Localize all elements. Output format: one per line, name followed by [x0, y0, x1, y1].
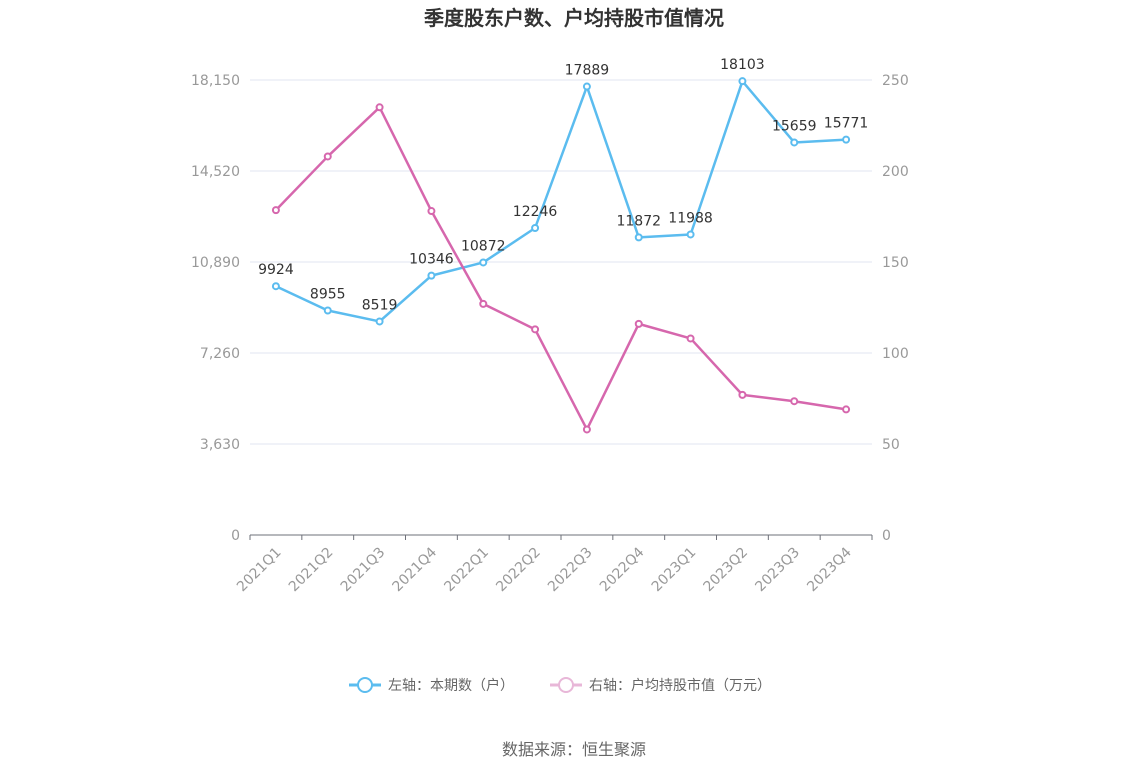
data-label: 9924 [258, 262, 294, 278]
x-tick-label: 2022Q3 [545, 544, 596, 595]
left-tick-label: 14,520 [191, 164, 240, 180]
right-tick-label: 250 [882, 73, 909, 89]
legend-label-left-series: 左轴：本期数（户） [388, 677, 514, 694]
data-point [842, 135, 851, 144]
x-tick-label: 2021Q3 [338, 544, 389, 595]
x-tick-label: 2022Q1 [441, 544, 492, 595]
x-tick-label: 2023Q2 [701, 544, 752, 595]
right-tick-label: 100 [882, 346, 909, 362]
left-tick-label: 7,260 [200, 346, 240, 362]
legend: 左轴：本期数（户） 右轴：户均持股市值（万元） [349, 677, 771, 694]
x-tick-label: 2021Q4 [390, 544, 441, 595]
data-label: 10872 [461, 238, 506, 254]
legend-item-left-series[interactable]: 左轴：本期数（户） [349, 677, 514, 694]
data-point [323, 152, 332, 161]
data-point [479, 258, 488, 267]
data-point [531, 325, 540, 334]
data-point [375, 103, 384, 112]
right-tick-label: 0 [882, 528, 891, 544]
right-axis: 0 50 100 150 200 250 [882, 73, 909, 544]
grid-lines [250, 79, 872, 445]
data-label: 15659 [772, 118, 817, 134]
x-tick-label: 2021Q1 [234, 544, 285, 595]
left-axis: 0 3,630 7,260 10,890 14,520 18,150 [191, 73, 240, 544]
x-tick-label: 2023Q4 [804, 544, 855, 595]
series-layer: 9924 8955 8519 10346 10872 12246 17889 11872 119… [258, 57, 869, 434]
series-right [271, 103, 851, 434]
data-label: 15771 [824, 116, 869, 132]
left-tick-label: 3,630 [200, 437, 240, 453]
left-tick-label: 18,150 [191, 73, 240, 89]
data-label: 8955 [310, 287, 346, 303]
x-tick-label: 2023Q1 [649, 544, 700, 595]
data-point [842, 405, 851, 414]
right-tick-label: 150 [882, 255, 909, 271]
legend-item-right-series[interactable]: 右轴：户均持股市值（万元） [550, 677, 771, 694]
data-point [582, 82, 591, 91]
data-point [790, 397, 799, 406]
series-line-left [275, 79, 847, 323]
x-axis: 2021Q1 2021Q2 2021Q3 2021Q4 2022Q1 2022Q2 2022… [234, 534, 873, 595]
right-tick-label: 200 [882, 164, 909, 180]
data-point [634, 319, 643, 328]
chart-title: 季度股东户数、户均持股市值情况 [423, 6, 724, 30]
data-point [738, 77, 747, 86]
data-label: 10346 [409, 252, 454, 268]
data-point [686, 230, 695, 239]
data-point [634, 233, 643, 242]
data-label: 8519 [362, 297, 398, 313]
data-point [427, 207, 436, 216]
data-point [686, 334, 695, 343]
data-point [271, 282, 280, 291]
x-tick-label: 2021Q2 [286, 544, 337, 595]
data-point [479, 299, 488, 308]
data-point [790, 138, 799, 147]
right-tick-label: 50 [882, 437, 900, 453]
left-tick-label: 10,890 [191, 255, 240, 271]
data-point [582, 425, 591, 434]
x-tick-label: 2022Q2 [493, 544, 544, 595]
series-line-right [275, 106, 847, 431]
data-point [375, 317, 384, 326]
data-point [531, 224, 540, 233]
legend-label-right-series: 右轴：户均持股市值（万元） [589, 677, 771, 694]
data-point [427, 271, 436, 280]
series-left: 9924 8955 8519 10346 10872 12246 17889 11872 119… [258, 57, 869, 326]
x-tick-label: 2022Q4 [597, 544, 648, 595]
left-tick-label: 0 [231, 528, 240, 544]
data-point [271, 206, 280, 215]
x-tick-label: 2023Q3 [752, 544, 803, 595]
data-label: 12246 [513, 204, 558, 220]
data-label: 17889 [565, 63, 610, 79]
source-note: 数据来源：恒生聚源 [502, 740, 646, 759]
data-point [323, 306, 332, 315]
data-label: 11872 [616, 213, 661, 229]
data-point [738, 390, 747, 399]
data-label: 18103 [720, 57, 765, 73]
data-label: 11988 [668, 210, 713, 226]
